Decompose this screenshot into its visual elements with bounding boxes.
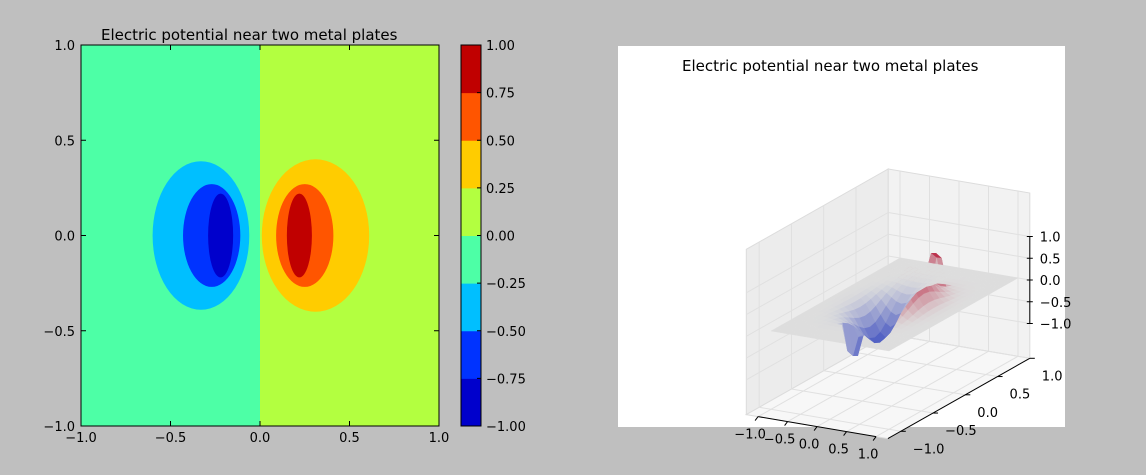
grid-line <box>855 352 998 378</box>
colorbar-segment <box>461 378 481 427</box>
colorbar-tick-label: −1.00 <box>486 420 526 435</box>
x-tick-mark-3d <box>784 421 788 426</box>
chart-title: Electric potential near two metal plates <box>101 26 398 44</box>
colorbar-tick-label: 0.25 <box>486 182 515 197</box>
colorbar-tick-label: −0.50 <box>486 325 526 340</box>
colorbar-tick-label: 0.75 <box>486 87 515 102</box>
x-tick-label: 0.5 <box>339 431 360 446</box>
x-tick-label: 0.0 <box>250 431 271 446</box>
y-tick-label: 1.0 <box>54 39 75 54</box>
z-tick-label-3d: 0.0 <box>1040 274 1061 289</box>
z-tick-label-3d: −0.5 <box>1040 296 1072 311</box>
z-tick-label-3d: −1.0 <box>1040 318 1072 333</box>
x-tick-label: 1.0 <box>429 431 450 446</box>
colorbar-segment <box>461 283 481 332</box>
x-tick-label-3d: 1.0 <box>858 448 879 463</box>
colorbar-segment <box>461 140 481 189</box>
x-tick-mark-3d <box>754 416 759 421</box>
colorbar-tick-label: −0.25 <box>486 277 526 292</box>
y-axis-line <box>887 357 1031 440</box>
colorbar-segment <box>461 187 481 236</box>
grid-line <box>746 255 889 337</box>
y-tick-label-3d: 0.0 <box>977 406 998 421</box>
x-tick-mark-3d <box>843 431 847 436</box>
y-tick-label-3d: 0.5 <box>1010 388 1031 403</box>
surface-patch <box>894 257 906 263</box>
grid-line <box>875 355 1019 438</box>
y-tick-label: −0.5 <box>43 325 75 340</box>
colorbar-segment <box>461 330 481 379</box>
grid-line <box>816 345 960 428</box>
y-tick-label-3d: −0.5 <box>945 424 977 439</box>
colorbar-segment <box>461 45 481 94</box>
x-tick-label-3d: 0.0 <box>799 438 820 453</box>
z-tick-label-3d: 0.5 <box>1040 252 1061 267</box>
x-tick-label-3d: 0.5 <box>828 443 849 458</box>
grid-line <box>746 233 889 315</box>
grid-line <box>823 370 966 396</box>
z-tick-label-3d: 1.0 <box>1040 231 1061 246</box>
colorbar-segment <box>461 235 481 284</box>
y-tick-label: 0.5 <box>54 134 75 149</box>
x-tick-label: −1.0 <box>65 431 97 446</box>
x-tick-label-3d: −0.5 <box>764 433 796 448</box>
colorbar-tick-label: 1.00 <box>486 39 515 54</box>
colorbar-segment <box>461 92 481 141</box>
grid-line <box>787 340 930 423</box>
colorbar-tick-label: −0.75 <box>486 372 526 387</box>
x-tick-mark-3d <box>872 436 877 441</box>
y-tick-label: −1.0 <box>43 420 75 435</box>
grid-line <box>757 335 901 418</box>
x-tick-mark-3d <box>813 426 818 431</box>
contour-region-2 <box>208 193 234 278</box>
contour-chart: −1.0 −0.5 0.0 0.5 1.0 1.0 0.5 0.0 −0.5 −1.0 1.00… <box>43 39 526 446</box>
y-tick-label: 0.0 <box>54 230 75 245</box>
grid-line <box>746 212 889 294</box>
colorbar-tick-label: 0.00 <box>486 230 515 245</box>
grid-line <box>846 350 989 433</box>
x-tick-label-3d: −1.0 <box>734 428 766 443</box>
contour-region-5 <box>286 193 312 278</box>
colorbar-tick-label: 0.50 <box>486 134 515 149</box>
x-tick-label: −0.5 <box>155 431 187 446</box>
surface-title: Electric potential near two metal plates <box>682 57 979 75</box>
y-tick-label-3d: 1.0 <box>1042 369 1063 384</box>
y-tick-label-3d: −1.0 <box>913 442 945 457</box>
